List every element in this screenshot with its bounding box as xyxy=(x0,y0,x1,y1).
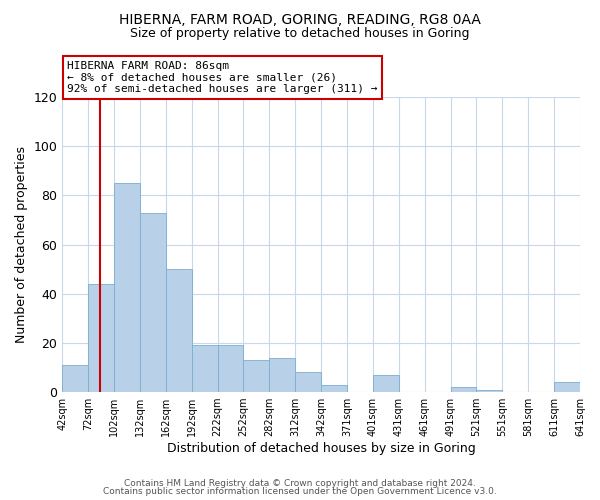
Text: HIBERNA FARM ROAD: 86sqm
← 8% of detached houses are smaller (26)
92% of semi-de: HIBERNA FARM ROAD: 86sqm ← 8% of detache… xyxy=(67,61,378,94)
Y-axis label: Number of detached properties: Number of detached properties xyxy=(15,146,28,343)
Bar xyxy=(166,269,192,392)
Text: Contains public sector information licensed under the Open Government Licence v3: Contains public sector information licen… xyxy=(103,487,497,496)
Text: Contains HM Land Registry data © Crown copyright and database right 2024.: Contains HM Land Registry data © Crown c… xyxy=(124,478,476,488)
X-axis label: Distribution of detached houses by size in Goring: Distribution of detached houses by size … xyxy=(167,442,476,455)
Bar xyxy=(295,372,321,392)
Bar xyxy=(88,284,114,392)
Bar xyxy=(476,390,502,392)
Bar xyxy=(62,365,88,392)
Bar xyxy=(140,212,166,392)
Bar xyxy=(451,387,476,392)
Bar xyxy=(373,375,399,392)
Bar xyxy=(269,358,295,392)
Text: Size of property relative to detached houses in Goring: Size of property relative to detached ho… xyxy=(130,28,470,40)
Bar xyxy=(192,346,218,392)
Bar xyxy=(321,384,347,392)
Bar xyxy=(218,346,244,392)
Bar xyxy=(244,360,269,392)
Bar xyxy=(114,183,140,392)
Text: HIBERNA, FARM ROAD, GORING, READING, RG8 0AA: HIBERNA, FARM ROAD, GORING, READING, RG8… xyxy=(119,12,481,26)
Bar xyxy=(554,382,580,392)
